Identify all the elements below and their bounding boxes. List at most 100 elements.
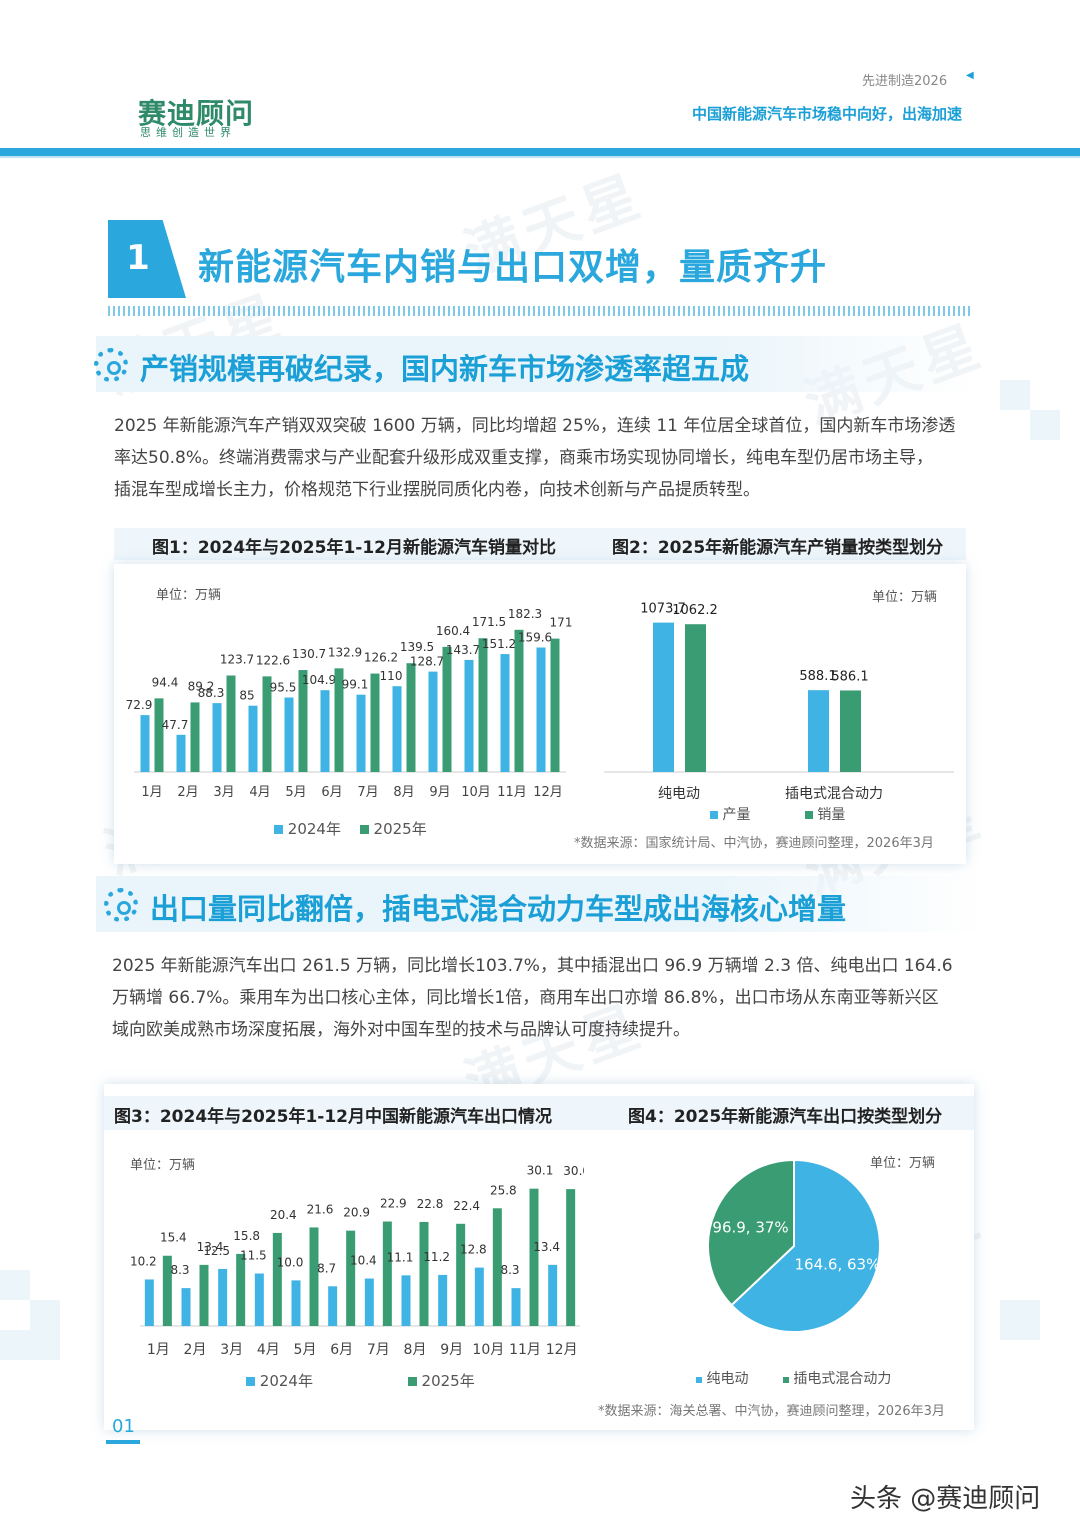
subheading-title: 出口量同比翻倍，插电式混合动力车型成出海核心增量 bbox=[150, 892, 847, 926]
x-tick-label: 3月 bbox=[213, 785, 234, 800]
bar-series1 bbox=[144, 1279, 154, 1326]
bar-series1 bbox=[392, 686, 402, 772]
data-label: 104.9 bbox=[302, 673, 336, 687]
data-label: 126.2 bbox=[364, 651, 398, 665]
legend-item: 插电式混合动力 bbox=[793, 1371, 892, 1387]
decor-block bbox=[1030, 410, 1060, 440]
figure-title: 图3：2024年与2025年1-12月中国新能源汽车出口情况 bbox=[114, 1107, 552, 1127]
decor-block bbox=[0, 1330, 60, 1360]
paragraph: 2025 年新能源汽车产销双双突破 1600 万辆，同比均增超 25%，连续 1… bbox=[114, 410, 994, 506]
legend-item: 2025年 bbox=[373, 820, 427, 838]
legend: 产量 销量 bbox=[710, 804, 845, 824]
data-label: 143.7 bbox=[446, 643, 480, 657]
data-label: 11.5 bbox=[240, 1249, 267, 1263]
bar-series2 bbox=[840, 690, 861, 772]
data-label: 128.7 bbox=[410, 655, 444, 669]
x-tick-label: 11月 bbox=[497, 785, 527, 800]
chart-fig3: 1月 10.215.4 2月 8.3 13.4 3月 12.515.8 4月 11.5 20.4 5… bbox=[130, 1164, 584, 1358]
data-label: 8.7 bbox=[317, 1261, 336, 1275]
data-label: 30.0 bbox=[563, 1164, 584, 1178]
data-label: 13.4 bbox=[197, 1240, 224, 1254]
bar-series1 bbox=[140, 715, 150, 772]
bar-series2 bbox=[236, 1253, 246, 1326]
logo-subtitle: 思维创造世界 bbox=[140, 126, 236, 139]
data-label: 8.3 bbox=[500, 1263, 519, 1277]
data-label: 15.8 bbox=[233, 1229, 260, 1243]
paragraph-line: 2025 年新能源汽车出口 261.5 万辆，同比增长103.7%，其中插混出口… bbox=[112, 956, 953, 976]
bar-series2 bbox=[346, 1230, 356, 1326]
data-label: 25.8 bbox=[490, 1183, 517, 1197]
x-tick-label: 4月 bbox=[249, 785, 270, 800]
pie-slice bbox=[730, 1158, 881, 1333]
legend-item: 2025年 bbox=[421, 1372, 475, 1390]
data-label: 1073.7 bbox=[640, 602, 686, 617]
data-label: 85 bbox=[239, 689, 254, 703]
legend: 2024年 2025年 bbox=[246, 1370, 475, 1391]
bar-series2 bbox=[419, 1221, 429, 1326]
bar-series2 bbox=[492, 1208, 502, 1326]
data-label: 30.1 bbox=[527, 1164, 554, 1178]
data-label: 21.6 bbox=[307, 1202, 334, 1216]
header-divider bbox=[0, 148, 1080, 156]
data-label: 11.1 bbox=[387, 1250, 414, 1264]
bar-series2 bbox=[529, 1188, 539, 1326]
paragraph: 2025 年新能源汽车出口 261.5 万辆，同比增长103.7%，其中插混出口… bbox=[112, 950, 992, 1046]
legend-marker-blue bbox=[710, 811, 718, 819]
bar-series1 bbox=[291, 1280, 301, 1326]
data-label: 1062.2 bbox=[672, 603, 718, 618]
data-label: 12.8 bbox=[460, 1243, 487, 1257]
chart-fig1: 1月 72.9 94.4 2月 47.7 89.2 3月 88.3 123.7 4月 85 122.6… bbox=[126, 607, 573, 800]
bar-series1 bbox=[356, 694, 366, 772]
bar-series2 bbox=[406, 663, 416, 772]
x-tick-label: 1月 bbox=[147, 1342, 170, 1358]
data-label: 94.4 bbox=[152, 675, 179, 689]
figure-title: 图2：2025年新能源汽车产销量按类型划分 bbox=[612, 538, 944, 558]
data-label: 10.2 bbox=[130, 1254, 157, 1268]
data-label: 171.5 bbox=[472, 615, 506, 629]
bar-series1 bbox=[401, 1275, 411, 1326]
bar-series1 bbox=[536, 647, 546, 772]
data-label: 88.3 bbox=[198, 686, 225, 700]
decor-block bbox=[30, 1300, 60, 1330]
x-tick-label: 11月 bbox=[509, 1342, 541, 1358]
data-label: 171 bbox=[550, 616, 573, 630]
x-tick-label: 4月 bbox=[257, 1342, 280, 1358]
bar-series1 bbox=[548, 1264, 558, 1326]
bar-series2 bbox=[262, 676, 272, 772]
bar-series2 bbox=[334, 668, 344, 772]
slice-label: 96.9, 37% bbox=[712, 1218, 788, 1236]
bar-series1 bbox=[284, 697, 294, 772]
paragraph-line: 万辆增 66.7%。乘用车为出口核心主体，同比增长1倍，商用车出口亦增 86.8… bbox=[112, 988, 939, 1008]
legend-marker-blue bbox=[274, 825, 283, 834]
data-label: 122.6 bbox=[256, 653, 290, 667]
subheading-band bbox=[96, 876, 984, 932]
bar-series2 bbox=[514, 629, 524, 772]
unit-label: 单位：万辆 bbox=[156, 588, 222, 603]
x-tick-label: 7月 bbox=[357, 785, 378, 800]
bar-series1 bbox=[248, 705, 258, 772]
bar-series2 bbox=[309, 1227, 319, 1326]
unit-label: 单位：万辆 bbox=[870, 1156, 936, 1171]
legend-item: 纯电动 bbox=[706, 1371, 749, 1387]
x-tick-label: 插电式混合动力 bbox=[785, 786, 883, 802]
bar-series2 bbox=[226, 675, 236, 772]
data-label: 13.4 bbox=[533, 1240, 560, 1254]
data-label: 22.4 bbox=[453, 1199, 480, 1213]
x-tick-label: 10月 bbox=[472, 1342, 504, 1358]
legend-item: 2024年 bbox=[287, 820, 341, 838]
section-number: 1 bbox=[126, 238, 150, 278]
legend: 纯电动 插电式混合动力 bbox=[696, 1368, 891, 1388]
bar-series2 bbox=[566, 1189, 576, 1326]
paragraph-line: 插混车型成增长主力，价格规范下行业摆脱同质化内卷，向技术创新与产品提质转型。 bbox=[114, 480, 760, 500]
paragraph-line: 率达50.8%。终端消费需求与产业配套升级形成双重支撑，商乘市场实现协同增长，纯… bbox=[114, 448, 934, 468]
x-tick-label: 8月 bbox=[404, 1342, 427, 1358]
x-tick-label: 1月 bbox=[141, 785, 162, 800]
x-tick-label: 9月 bbox=[429, 785, 450, 800]
logo: 赛迪顾问 bbox=[138, 97, 255, 130]
data-label: 132.9 bbox=[328, 645, 362, 659]
legend-item: 2024年 bbox=[259, 1372, 313, 1390]
x-tick-label: 纯电动 bbox=[658, 786, 700, 802]
bar-series1 bbox=[328, 1286, 338, 1326]
section-title: 新能源汽车内销与出口双增，量质齐升 bbox=[198, 247, 828, 288]
legend: 2024年 2025年 bbox=[274, 818, 427, 839]
